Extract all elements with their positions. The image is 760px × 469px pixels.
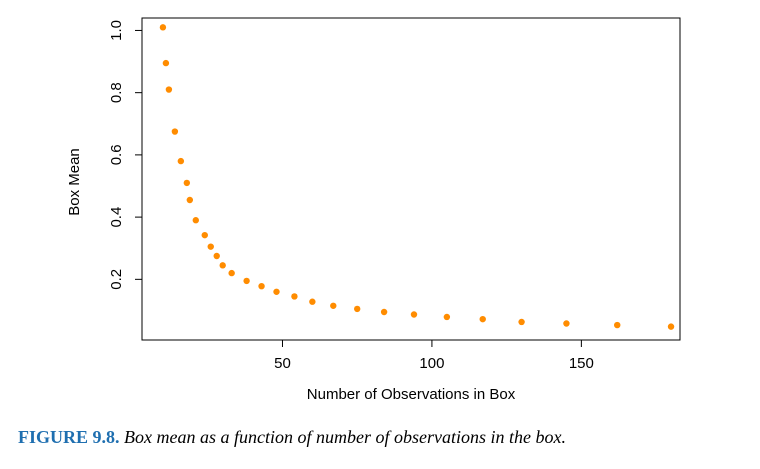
y-axis-title: Box Mean [66, 148, 83, 216]
data-point [162, 59, 170, 67]
data-point [171, 128, 179, 135]
data-points [159, 24, 675, 330]
data-point [159, 24, 167, 31]
figure-caption: FIGURE 9.8. Box mean as a function of nu… [18, 427, 758, 448]
data-point [219, 262, 226, 269]
data-point [213, 252, 220, 260]
data-point [330, 302, 337, 309]
data-point [186, 196, 194, 204]
caption-text: Box mean as a function of number of obse… [124, 427, 566, 447]
caption-label: FIGURE 9.8. [18, 427, 120, 447]
data-point [354, 305, 361, 313]
data-point [291, 293, 298, 300]
data-point [192, 217, 199, 224]
x-axis: 50 100 150 [274, 339, 594, 372]
data-point [443, 313, 451, 321]
y-tick-label: 0.8 [108, 82, 125, 103]
data-point [228, 269, 235, 277]
x-axis-title: Number of Observations in Box [307, 386, 516, 403]
data-point [518, 318, 525, 326]
data-point [667, 323, 675, 330]
y-tick-label: 0.4 [108, 207, 125, 228]
x-tick-label: 100 [419, 355, 444, 372]
data-point [183, 179, 191, 187]
data-point [614, 321, 621, 329]
data-point [177, 157, 185, 165]
y-tick-label: 0.2 [108, 269, 125, 290]
y-tick-label: 1.0 [108, 20, 125, 41]
data-point [479, 315, 486, 323]
data-point [258, 282, 265, 290]
y-tick-label: 0.6 [108, 144, 125, 165]
x-tick-label: 150 [569, 355, 594, 372]
data-point [410, 311, 418, 318]
data-point [201, 231, 208, 239]
data-point [309, 298, 316, 305]
y-axis: 0.2 0.4 0.6 0.8 1.0 [108, 20, 143, 290]
data-point [207, 243, 214, 250]
plot-frame [141, 17, 681, 341]
data-point [563, 320, 570, 327]
data-point [273, 288, 280, 295]
data-point [243, 277, 250, 285]
x-tick-label: 50 [274, 355, 291, 372]
data-point [165, 86, 173, 93]
data-point [380, 308, 388, 316]
